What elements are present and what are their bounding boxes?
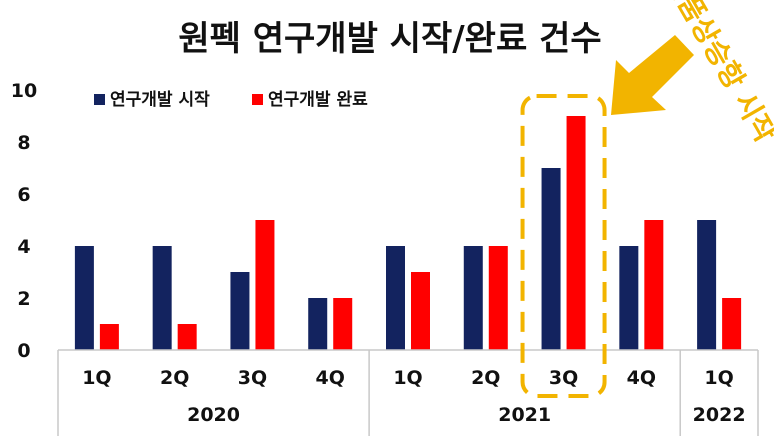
bar-start xyxy=(308,298,328,350)
bar-complete xyxy=(722,298,742,350)
x-tick-label: 1Q xyxy=(704,367,733,389)
bar-start xyxy=(541,168,561,350)
bar-start xyxy=(463,246,483,350)
legend: 연구개발 시작 연구개발 완료 xyxy=(94,90,368,110)
bars xyxy=(74,116,742,350)
legend-label-start: 연구개발 시작 xyxy=(110,90,210,110)
bar-complete xyxy=(333,298,353,350)
bar-complete xyxy=(255,220,275,350)
x-tick-label: 4Q xyxy=(627,367,656,389)
y-tick-label: 2 xyxy=(17,288,30,310)
bar-start xyxy=(152,246,172,350)
bar-complete xyxy=(644,220,664,350)
x-tick-label: 2Q xyxy=(471,367,500,389)
bar-complete xyxy=(99,324,119,350)
y-axis: 0 2 4 6 8 10 xyxy=(11,80,37,362)
y-tick-label: 0 xyxy=(17,340,30,362)
chart-title: 원펙 연구개발 시작/완료 건수 xyxy=(178,19,601,59)
bar-start xyxy=(74,246,94,350)
arrow-icon xyxy=(611,35,694,115)
bar-start xyxy=(619,246,639,350)
x-tick-label: 4Q xyxy=(316,367,345,389)
x-tick-label: 1Q xyxy=(393,367,422,389)
y-tick-label: 4 xyxy=(17,236,30,258)
bar-start xyxy=(697,220,717,350)
bar-complete xyxy=(566,116,586,350)
bar-complete xyxy=(177,324,197,350)
x-group-label: 2022 xyxy=(693,404,746,426)
annotation-text: 단품상승항 시작 xyxy=(658,0,774,148)
bar-start xyxy=(386,246,405,350)
y-tick-label: 10 xyxy=(11,80,37,102)
legend-swatch-start xyxy=(94,94,105,105)
bar-start xyxy=(230,272,250,350)
x-tick-label: 3Q xyxy=(238,367,267,389)
x-group-label: 2021 xyxy=(498,404,551,426)
x-tick-label: 2Q xyxy=(160,367,189,389)
x-tick-label: 1Q xyxy=(82,367,111,389)
bar-complete xyxy=(411,272,430,350)
x-group-label: 2020 xyxy=(187,404,240,426)
bar-complete xyxy=(488,246,508,350)
y-tick-label: 8 xyxy=(17,132,30,154)
x-axis: 1Q 2Q 3Q 4Q 1Q 2Q 3Q 4Q 1Q 2020 2021 2022 xyxy=(57,349,759,436)
legend-label-complete: 연구개발 완료 xyxy=(268,90,368,110)
x-tick-label: 3Q xyxy=(549,367,578,389)
y-tick-label: 6 xyxy=(17,184,30,206)
highlight-box xyxy=(520,94,607,398)
legend-swatch-complete xyxy=(252,94,263,105)
